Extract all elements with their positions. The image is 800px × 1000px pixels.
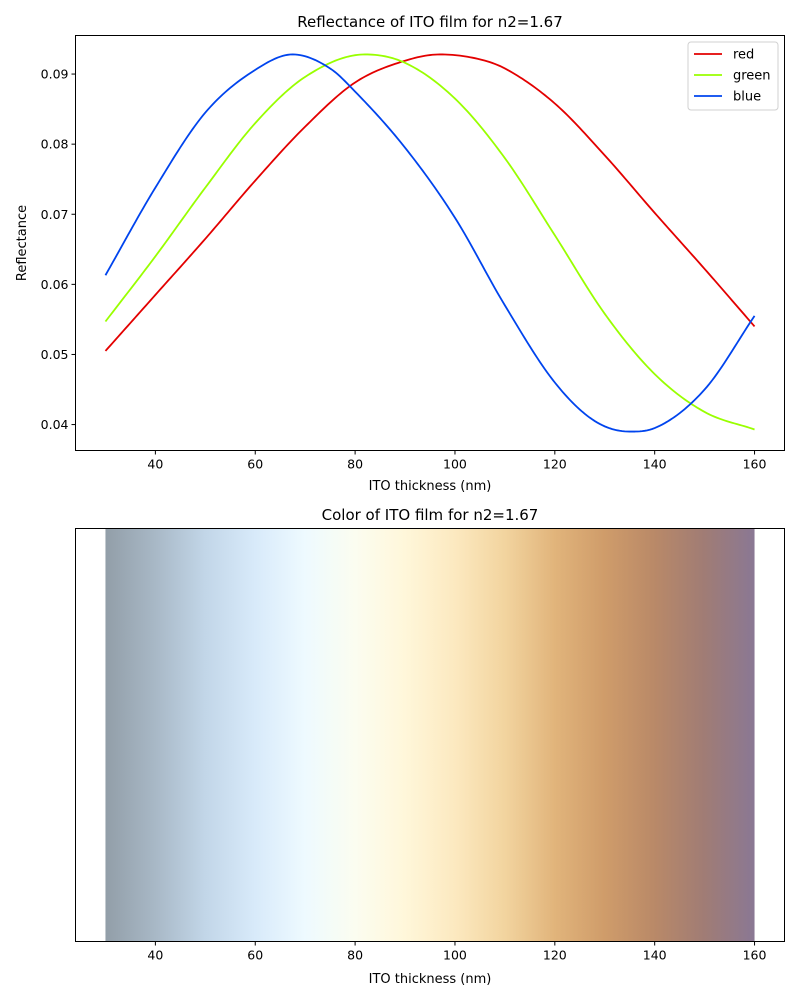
x-tick-label: 160: [743, 948, 767, 963]
color-x-ticks: 40 60 80 100 120 140 160: [147, 941, 767, 963]
x-tick-label: 140: [643, 948, 667, 963]
y-tick-label: 0.09: [41, 67, 69, 82]
x-tick-label: 60: [247, 948, 263, 963]
legend: red green blue: [687, 41, 779, 111]
y-tick-label: 0.04: [41, 417, 69, 432]
reflectance-plot-frame: [75, 35, 785, 451]
legend-label-red: red: [733, 48, 754, 63]
x-tick-label: 40: [147, 457, 163, 472]
x-tick-label: 100: [443, 457, 467, 472]
y-tick-label: 0.06: [41, 277, 69, 292]
x-tick-label: 80: [347, 948, 363, 963]
y-tick-label: 0.05: [41, 347, 69, 362]
x-tick-label: 120: [543, 948, 567, 963]
legend-label-green: green: [733, 69, 771, 84]
color-x-axis-label: ITO thickness (nm): [369, 972, 492, 987]
x-tick-label: 120: [543, 457, 567, 472]
color-chart-title: Color of ITO film for n2=1.67: [322, 506, 539, 524]
x-tick-label: 80: [347, 457, 363, 472]
x-tick-label: 100: [443, 948, 467, 963]
reflectance-x-axis-label: ITO thickness (nm): [369, 479, 492, 494]
reflectance-y-axis-label: Reflectance: [15, 205, 30, 281]
series-line-green: [104, 53, 755, 431]
legend-frame: [687, 41, 779, 111]
reflectance-y-ticks: 0.04 0.05 0.06 0.07 0.08 0.09: [41, 67, 76, 432]
y-tick-label: 0.08: [41, 137, 69, 152]
reflectance-chart: Reflectance of ITO film for n2=1.67 40 60…: [15, 13, 785, 494]
color-plot-frame: [75, 528, 785, 942]
x-tick-label: 140: [643, 457, 667, 472]
y-tick-label: 0.07: [41, 207, 69, 222]
reflectance-x-ticks: 40 60 80 100 120 140 160: [147, 450, 767, 472]
series-line-blue: [104, 53, 756, 433]
reflectance-lines: [104, 53, 756, 433]
legend-items: red green blue: [694, 48, 771, 105]
legend-label-blue: blue: [733, 90, 761, 105]
x-tick-label: 40: [147, 948, 163, 963]
color-band: [105, 528, 755, 942]
color-chart: Color of ITO film for n2=1.67 40 60 80 100 1…: [75, 506, 785, 987]
x-tick-label: 160: [743, 457, 767, 472]
series-line-red: [104, 53, 756, 352]
x-tick-label: 60: [247, 457, 263, 472]
reflectance-chart-title: Reflectance of ITO film for n2=1.67: [297, 13, 563, 31]
